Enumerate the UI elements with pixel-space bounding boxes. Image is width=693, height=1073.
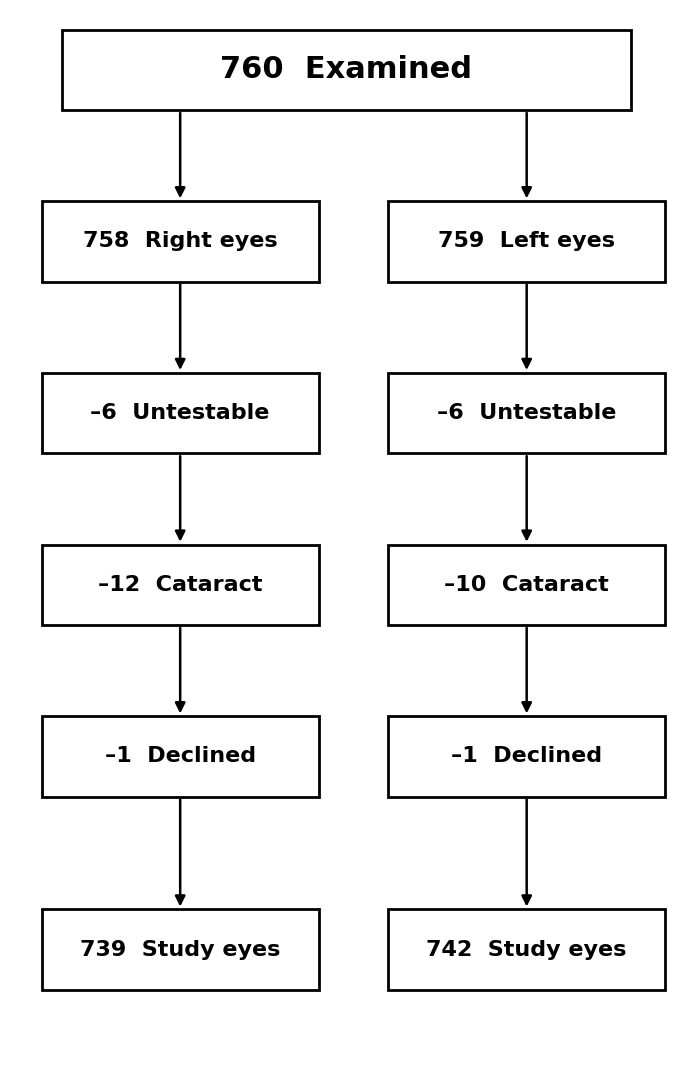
FancyBboxPatch shape (42, 717, 319, 796)
Text: –1  Declined: –1 Declined (105, 747, 256, 766)
Text: 742  Study eyes: 742 Study eyes (426, 940, 627, 959)
FancyBboxPatch shape (388, 544, 665, 624)
Text: 760  Examined: 760 Examined (220, 55, 473, 85)
FancyBboxPatch shape (42, 202, 319, 281)
Text: –12  Cataract: –12 Cataract (98, 575, 263, 594)
FancyBboxPatch shape (42, 544, 319, 624)
Text: –6  Untestable: –6 Untestable (91, 403, 270, 423)
FancyBboxPatch shape (388, 202, 665, 281)
FancyBboxPatch shape (388, 373, 665, 453)
Text: 758  Right eyes: 758 Right eyes (83, 232, 277, 251)
Text: –6  Untestable: –6 Untestable (437, 403, 616, 423)
Text: –10  Cataract: –10 Cataract (444, 575, 609, 594)
Text: –1  Declined: –1 Declined (451, 747, 602, 766)
FancyBboxPatch shape (62, 29, 631, 111)
FancyBboxPatch shape (388, 717, 665, 796)
FancyBboxPatch shape (388, 909, 665, 989)
Text: 739  Study eyes: 739 Study eyes (80, 940, 281, 959)
FancyBboxPatch shape (42, 373, 319, 453)
FancyBboxPatch shape (42, 909, 319, 989)
Text: 759  Left eyes: 759 Left eyes (438, 232, 615, 251)
